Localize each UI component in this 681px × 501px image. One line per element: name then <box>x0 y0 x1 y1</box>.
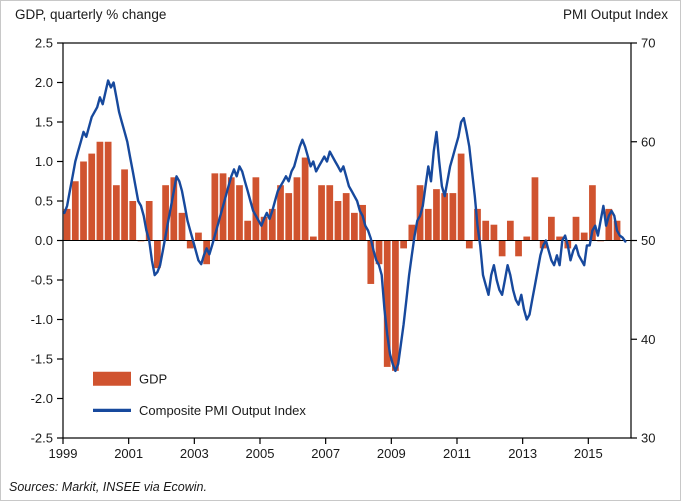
gdp-bar <box>203 240 211 265</box>
gdp-bar <box>580 232 588 241</box>
gdp-bar <box>145 201 153 241</box>
gdp-bar <box>531 177 539 241</box>
left-axis-tick-label: 1.0 <box>35 154 53 169</box>
gdp-bar <box>449 193 457 241</box>
gdp-bar <box>227 177 235 241</box>
gdp-bar <box>63 208 71 241</box>
right-axis-title: PMI Output Index <box>562 7 668 22</box>
gdp-bar <box>441 193 449 241</box>
x-axis-tick-label: 2015 <box>574 446 603 461</box>
gdp-bar <box>326 185 334 241</box>
x-axis-tick-label: 2013 <box>508 446 537 461</box>
gdp-pmi-combo-chart: 2.5 2.0 1.5 1.0 0.5 0.0 -0.5 -1.0 -1.5 -2.0 -2.5 70… <box>31 36 656 462</box>
left-axis-tick-label: -0.5 <box>31 273 53 288</box>
x-axis-tick-label: 2005 <box>246 446 275 461</box>
gdp-bar <box>490 224 498 241</box>
right-axis-tick-label: 70 <box>641 36 655 51</box>
gdp-bar <box>277 185 284 241</box>
right-axis-tick-label: 40 <box>641 332 655 347</box>
gdp-bar <box>556 236 563 241</box>
gdp-bar <box>334 201 342 241</box>
x-axis-tick-label: 2011 <box>443 446 471 461</box>
gdp-bar <box>186 240 194 249</box>
gdp-bar <box>400 240 407 249</box>
left-axis-tick-label: -2.5 <box>31 431 53 446</box>
x-axis-tick-label: 1999 <box>49 446 78 461</box>
gdp-bar <box>252 177 260 241</box>
x-axis-tick-label: 2003 <box>180 446 209 461</box>
gdp-bar <box>408 224 416 241</box>
source-note: Sources: Markit, INSEE via Ecowin. <box>9 480 207 494</box>
legend-label: Composite PMI Output Index <box>139 403 306 418</box>
gdp-bar <box>482 220 490 241</box>
pmi-line <box>63 79 627 373</box>
gdp-bar <box>260 216 268 241</box>
chart-header: GDP, quarterly % change PMI Output Index <box>1 7 680 22</box>
gdp-bar <box>293 177 301 241</box>
left-axis-tick-label: -1.0 <box>31 312 53 327</box>
right-axis-tick-label: 30 <box>641 431 655 446</box>
gdp-bar <box>359 204 366 241</box>
gdp-bar <box>498 240 506 257</box>
gdp-bar <box>211 173 219 241</box>
left-axis-tick-label: 0.5 <box>35 194 53 209</box>
gdp-bar <box>465 240 473 249</box>
gdp-bar <box>572 216 580 241</box>
gdp-bar <box>351 212 358 241</box>
gdp-bar <box>523 236 531 241</box>
gdp-bar <box>285 193 293 241</box>
gdp-bar <box>318 185 325 241</box>
gdp-bar <box>506 220 514 241</box>
gdp-bar <box>457 153 465 241</box>
gdp-bar <box>515 240 522 257</box>
gdp-bar <box>80 161 87 241</box>
gdp-bar <box>170 177 178 241</box>
gdp-bar <box>88 153 96 241</box>
gdp-bar <box>383 240 391 367</box>
gdp-bar <box>121 169 128 241</box>
left-axis-tick-label: -1.5 <box>31 352 53 367</box>
legend-gdp-swatch <box>93 371 131 386</box>
gdp-bar <box>392 240 399 371</box>
gdp-bar <box>309 236 317 241</box>
gdp-bar <box>236 185 243 241</box>
gdp-bar <box>268 208 276 241</box>
left-axis-title: GDP, quarterly % change <box>15 7 167 22</box>
gdp-bar <box>162 185 169 241</box>
gdp-bar <box>129 201 137 241</box>
gdp-bar <box>195 232 202 241</box>
left-axis-tick-label: 0.0 <box>35 233 53 248</box>
gdp-bar <box>112 185 120 241</box>
left-axis-tick-label: 1.5 <box>35 115 53 130</box>
right-axis-tick-label: 50 <box>641 233 655 248</box>
left-axis-tick-label: 2.0 <box>35 75 53 90</box>
gdp-bar <box>375 240 383 265</box>
x-axis-tick-label: 2007 <box>311 446 340 461</box>
gdp-bar <box>71 181 79 241</box>
gdp-bar <box>244 220 252 241</box>
gdp-bar <box>178 212 186 241</box>
gdp-bar <box>367 240 375 284</box>
gdp-bar <box>96 141 104 241</box>
gdp-bar <box>104 141 112 241</box>
legend-label: GDP <box>139 371 167 386</box>
gdp-bar <box>424 208 432 241</box>
gdp-bar <box>342 193 350 241</box>
gdp-bar <box>154 240 161 269</box>
gdp-bar <box>301 157 309 241</box>
gdp-bar <box>605 208 613 241</box>
gdp-bar <box>589 185 596 241</box>
left-axis-tick-label: -2.0 <box>31 391 53 406</box>
right-axis-tick-label: 60 <box>641 134 655 149</box>
left-axis-tick-label: 2.5 <box>35 36 53 51</box>
x-axis-tick-label: 2009 <box>377 446 406 461</box>
x-axis-tick-label: 2001 <box>114 446 143 461</box>
gdp-bar <box>548 216 555 241</box>
gdp-bar <box>433 189 440 241</box>
